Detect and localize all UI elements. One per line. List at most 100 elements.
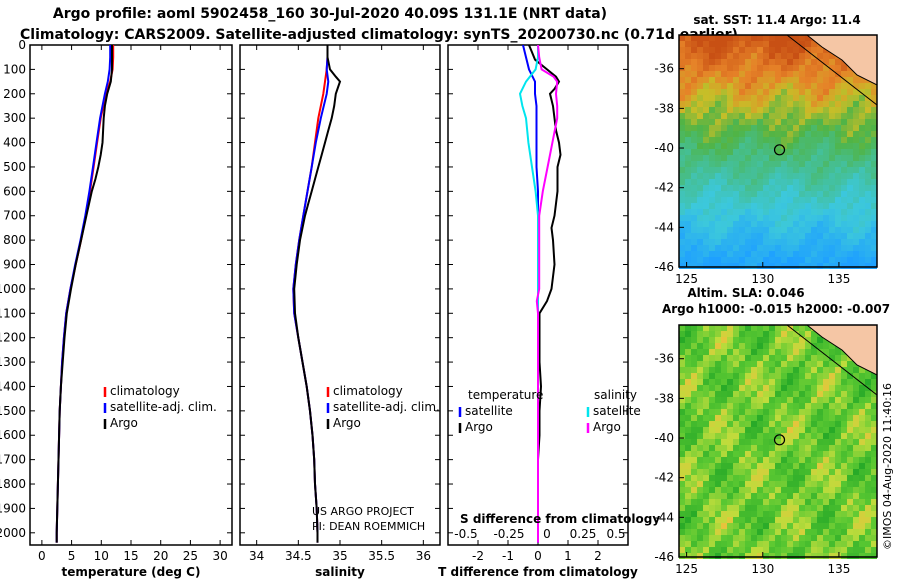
map-cell	[847, 397, 853, 403]
map-cell	[685, 487, 691, 493]
map-cell	[715, 505, 721, 511]
map-cell	[823, 143, 829, 149]
map-cell	[847, 167, 853, 173]
x-tick-label: 25	[183, 549, 198, 563]
map-cell	[817, 215, 823, 221]
map-cell	[865, 215, 871, 221]
map-cell	[811, 349, 817, 355]
map-cell	[739, 361, 745, 367]
map-cell	[697, 433, 703, 439]
map-cell	[703, 535, 709, 541]
map-cell	[709, 523, 715, 529]
panel-frame-salinity	[239, 44, 441, 546]
map-cell	[811, 191, 817, 197]
map-cell	[757, 83, 763, 89]
map-cell	[817, 385, 823, 391]
map-cell	[679, 343, 685, 349]
map-cell	[733, 325, 739, 331]
map-cell	[799, 245, 805, 251]
map-cell	[709, 233, 715, 239]
map-cell	[781, 173, 787, 179]
map-cell	[829, 83, 835, 89]
map-cell	[745, 77, 751, 83]
map-cell	[805, 367, 811, 373]
map-cell	[805, 209, 811, 215]
map-cell	[703, 167, 709, 173]
map-cell	[709, 475, 715, 481]
map-cell	[757, 463, 763, 469]
map-cell	[817, 475, 823, 481]
map-cell	[865, 463, 871, 469]
map-cell	[721, 391, 727, 397]
map-cell	[721, 343, 727, 349]
map-cell	[751, 113, 757, 119]
map-cell	[721, 257, 727, 263]
map-cell	[847, 257, 853, 263]
map-cell	[679, 361, 685, 367]
map-cell	[829, 227, 835, 233]
map-cell	[781, 385, 787, 391]
map-cell	[805, 41, 811, 47]
map-cell	[751, 493, 757, 499]
map-cell	[805, 391, 811, 397]
map-cell	[733, 71, 739, 77]
map-cell	[805, 83, 811, 89]
map-cell	[853, 233, 859, 239]
x-tick-label: 35	[332, 549, 347, 563]
map-cell	[751, 101, 757, 107]
map-cell	[757, 331, 763, 337]
map-cell	[679, 35, 685, 41]
map-cell	[811, 337, 817, 343]
map-cell	[769, 143, 775, 149]
map-cell	[691, 511, 697, 517]
map-cell	[811, 331, 817, 337]
map-cell	[847, 107, 853, 113]
map-cell	[703, 137, 709, 143]
map-cell	[793, 505, 799, 511]
map-cell	[781, 161, 787, 167]
map-cell	[793, 343, 799, 349]
map-cell	[817, 197, 823, 203]
map-cell	[691, 203, 697, 209]
map-cell	[697, 131, 703, 137]
map-cell	[823, 379, 829, 385]
map-cell	[679, 445, 685, 451]
map-cell	[679, 53, 685, 59]
map-cell	[871, 203, 877, 209]
map-cell	[853, 427, 859, 433]
map-cell	[757, 337, 763, 343]
map-cell	[721, 107, 727, 113]
map-cell	[799, 439, 805, 445]
map-cell	[679, 367, 685, 373]
map-cell	[859, 101, 865, 107]
map-cell	[835, 185, 841, 191]
map-cell	[823, 529, 829, 535]
map-cell	[793, 77, 799, 83]
map-cell	[679, 71, 685, 77]
map-y-tick-label: -40	[654, 431, 674, 445]
map-cell	[811, 107, 817, 113]
map-cell	[721, 263, 727, 269]
map-cell	[703, 325, 709, 331]
map-cell	[709, 65, 715, 71]
map-cell	[733, 53, 739, 59]
map-cell	[757, 233, 763, 239]
map-cell	[709, 433, 715, 439]
map-cell	[685, 239, 691, 245]
map-cell	[859, 535, 865, 541]
map-cell	[757, 185, 763, 191]
map-cell	[829, 445, 835, 451]
map-cell	[745, 65, 751, 71]
map-cell	[823, 343, 829, 349]
map-cell	[823, 415, 829, 421]
map-cell	[751, 475, 757, 481]
map-cell	[697, 95, 703, 101]
map-cell	[715, 379, 721, 385]
map-cell	[739, 149, 745, 155]
map-cell	[805, 185, 811, 191]
map-cell	[793, 47, 799, 53]
map-cell	[733, 427, 739, 433]
map-cell	[805, 337, 811, 343]
map-cell	[799, 83, 805, 89]
map-cell	[697, 263, 703, 269]
